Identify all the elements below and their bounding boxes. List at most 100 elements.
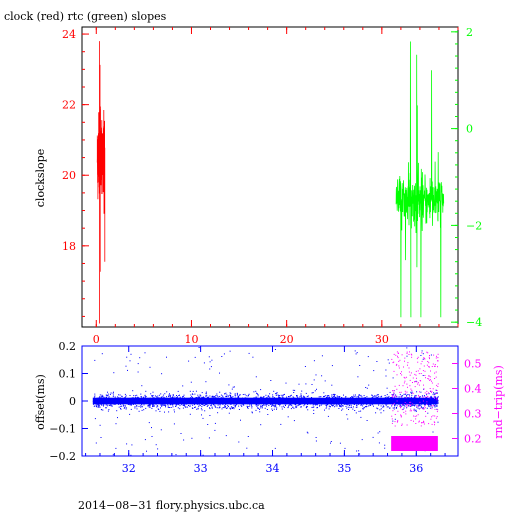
offset-point — [430, 395, 432, 397]
offset-point — [239, 394, 241, 396]
offset-point — [140, 396, 142, 397]
offset-point — [326, 406, 328, 408]
offset-point — [275, 404, 277, 406]
offset-point — [157, 395, 159, 397]
offset-point — [311, 397, 312, 398]
offset-point — [245, 395, 247, 397]
round-trip-point — [413, 415, 415, 417]
offset-point — [338, 403, 340, 405]
offset-point — [267, 395, 269, 397]
offset-point — [230, 395, 232, 397]
offset-point — [195, 390, 197, 392]
round-trip-point — [436, 416, 438, 418]
offset-point — [159, 410, 161, 412]
round-trip-point — [423, 420, 424, 422]
offset-point — [224, 405, 226, 407]
offset-point — [377, 408, 379, 410]
offset-point — [386, 387, 388, 389]
offset-point — [202, 417, 204, 419]
round-trip-point — [434, 365, 436, 367]
offset-point — [225, 406, 227, 408]
offset-point — [360, 394, 362, 396]
x-axis: 0 10 20 30 — [93, 27, 459, 346]
offset-point — [340, 404, 342, 406]
round-trip-point — [423, 408, 425, 410]
offset-point — [259, 409, 260, 410]
round-trip-point — [437, 383, 439, 385]
x-axis: 32 33 34 35 36 — [85, 346, 446, 475]
offset-point — [229, 350, 231, 352]
offset-point — [149, 406, 151, 408]
offset-point — [314, 390, 316, 392]
offset-point — [387, 406, 389, 408]
offset-point — [232, 407, 234, 409]
offset-point — [130, 353, 132, 355]
offset-point — [94, 418, 96, 420]
offset-point — [238, 409, 240, 410]
offset-point — [144, 395, 146, 397]
offset-point — [300, 393, 302, 395]
offset-point — [288, 396, 289, 397]
offset-point — [284, 393, 285, 395]
offset-point — [235, 404, 237, 406]
round-trip-point — [400, 416, 402, 418]
offset-point — [420, 391, 422, 393]
offset-point — [233, 386, 235, 388]
offset-point — [114, 403, 116, 405]
offset-point — [255, 396, 257, 398]
offset-point — [398, 396, 400, 398]
offset-point — [334, 394, 336, 395]
offset-point — [208, 356, 210, 358]
offset-point — [266, 397, 268, 398]
offset-point — [250, 404, 252, 406]
offset-point — [94, 393, 96, 395]
offset-point — [191, 437, 193, 439]
offset-point — [160, 393, 162, 395]
offset-point — [363, 407, 365, 409]
offset-point — [167, 404, 169, 406]
offset-point — [95, 404, 97, 406]
round-trip-point — [405, 376, 407, 378]
offset-point — [125, 395, 127, 397]
offset-point — [301, 390, 303, 392]
offset-point — [339, 405, 341, 406]
offset-point — [115, 423, 117, 425]
y-tick-label: −4 — [466, 316, 482, 329]
offset-point — [116, 410, 118, 412]
round-trip-point — [435, 376, 437, 378]
offset-point — [304, 366, 306, 367]
round-trip-point — [418, 384, 420, 386]
round-trip-point — [394, 425, 396, 427]
offset-point — [365, 406, 367, 408]
offset-point — [415, 409, 417, 411]
round-trip-point — [406, 352, 408, 354]
offset-point — [94, 359, 96, 361]
offset-point — [140, 406, 142, 408]
offset-point — [99, 424, 101, 426]
offset-point — [98, 406, 100, 408]
offset-point — [275, 393, 277, 395]
offset-point — [341, 405, 343, 407]
series-line-0 — [96, 41, 106, 324]
offset-point — [421, 350, 423, 352]
offset-point — [332, 394, 334, 396]
offset-point — [335, 405, 337, 407]
offset-point — [228, 384, 230, 386]
offset-point — [411, 404, 413, 406]
offset-point — [353, 404, 355, 405]
offset-point — [217, 412, 219, 414]
round-trip-point — [394, 421, 396, 423]
offset-point — [257, 404, 259, 406]
offset-point — [380, 396, 382, 398]
offset-point — [105, 404, 107, 406]
offset-point — [193, 404, 195, 406]
round-trip-point — [428, 423, 430, 425]
offset-point — [400, 395, 402, 397]
offset-point — [231, 406, 233, 408]
offset-point — [387, 359, 389, 361]
offset-point — [127, 369, 128, 371]
round-trip-point — [431, 366, 433, 367]
offset-point — [335, 396, 337, 398]
offset-point — [323, 396, 324, 398]
round-trip-point — [436, 384, 438, 386]
